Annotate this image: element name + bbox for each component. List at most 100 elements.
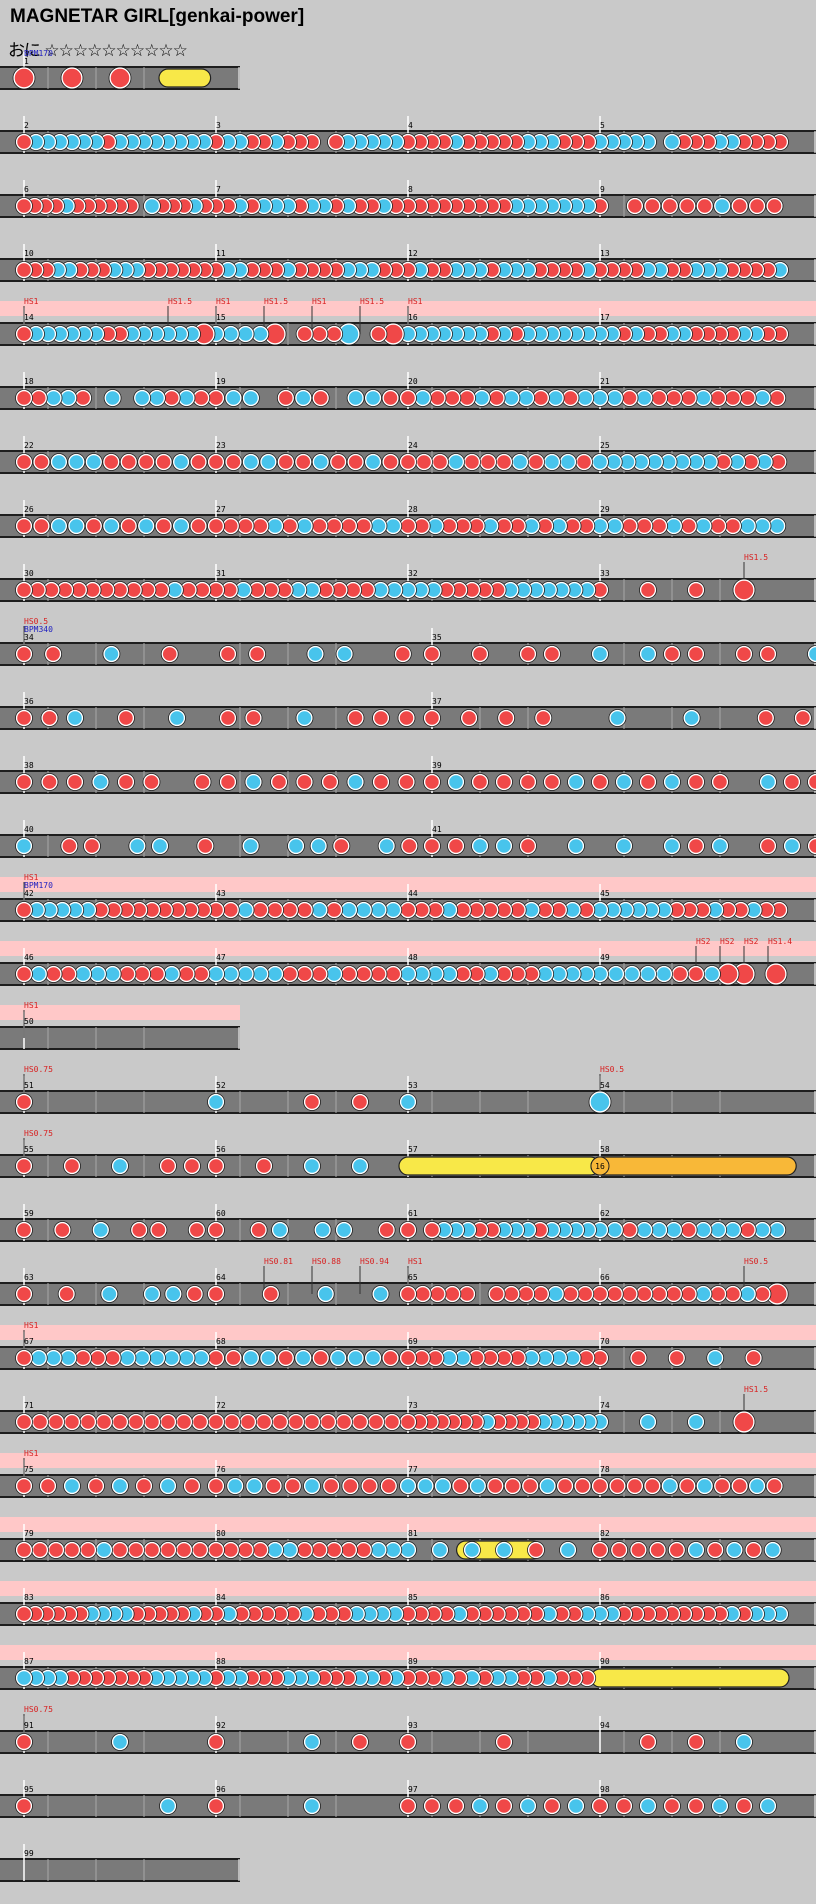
don-note (207, 389, 225, 407)
ka-note (242, 837, 259, 855)
chart-row: 6 7 8 9 (0, 180, 816, 218)
ka-note (384, 1541, 402, 1559)
don-note (135, 1477, 153, 1495)
don-note (120, 517, 137, 535)
don-note (423, 837, 441, 855)
don-note (130, 1221, 148, 1239)
don-note (265, 1477, 282, 1495)
ka-note (222, 325, 240, 343)
measure-number: 82 (600, 1529, 610, 1538)
don-note (399, 517, 417, 535)
ka-note (567, 773, 585, 791)
ka-note (695, 517, 712, 535)
don-note (713, 1477, 731, 1495)
measure-number: 71 (24, 1401, 34, 1410)
measure-number: 34 (24, 633, 34, 642)
don-note (687, 1797, 705, 1815)
don-note (414, 1285, 432, 1303)
ka-note (351, 1157, 369, 1175)
don-note (471, 645, 489, 663)
don-note (111, 1541, 129, 1559)
measure-number: 96 (216, 1785, 226, 1794)
ka-note (447, 453, 465, 471)
don-note (15, 581, 33, 599)
don-note (610, 1541, 628, 1559)
ka-note (111, 1157, 129, 1175)
ka-note (754, 517, 771, 535)
don-note (33, 517, 50, 535)
ka-note (695, 389, 712, 407)
chart-row: 99 (0, 1844, 240, 1882)
ka-note (60, 389, 77, 407)
chart-row: 38 39 (0, 756, 816, 794)
don-note (303, 1413, 321, 1431)
measure-number: 6 (24, 185, 29, 194)
ka-note (242, 389, 260, 407)
measure-number: 25 (600, 441, 610, 450)
don-note (117, 709, 135, 727)
ka-note (340, 901, 358, 919)
don-note (119, 965, 136, 983)
ka-note (683, 709, 700, 727)
measure-number: 30 (24, 569, 34, 578)
measure-number: 60 (216, 1209, 226, 1218)
ka-note (559, 1541, 577, 1559)
measure-number: 65 (408, 1273, 418, 1282)
don-note (225, 1349, 242, 1367)
don-note (378, 1221, 395, 1239)
don-note (649, 1541, 666, 1559)
don-note (41, 773, 58, 791)
don-note (161, 645, 178, 663)
ka-note (101, 1285, 118, 1303)
don-note (351, 1093, 369, 1111)
ka-note (347, 389, 364, 407)
don-note (709, 389, 727, 407)
don-note (679, 197, 696, 215)
measure-number: 29 (600, 505, 610, 514)
ka-note (266, 517, 284, 535)
ka-note (623, 965, 641, 983)
don-note (296, 965, 313, 983)
measure-number: 85 (408, 1593, 418, 1602)
don-note (104, 1349, 121, 1367)
ka-note (665, 517, 683, 535)
don-note (495, 773, 513, 791)
don-note (45, 965, 62, 983)
don-note (495, 1733, 513, 1751)
don-note (15, 1157, 33, 1175)
ka-note (711, 837, 729, 855)
don-note (355, 965, 372, 983)
measure-number: 54 (600, 1081, 610, 1090)
don-note (706, 1541, 724, 1559)
don-note (687, 581, 705, 599)
measure-number: 91 (24, 1721, 34, 1730)
don-note (277, 1349, 295, 1367)
don-note (665, 389, 683, 407)
don-note (15, 517, 33, 535)
ka-note (567, 837, 585, 855)
ka-note (260, 1349, 277, 1367)
ka-note (615, 837, 633, 855)
ka-note (768, 517, 786, 535)
ka-note (45, 1349, 62, 1367)
scroll-annotation: HS1 (24, 297, 39, 306)
measure-number: 63 (24, 1273, 34, 1282)
ka-note (222, 965, 240, 983)
ka-note (329, 1349, 347, 1367)
scroll-annotation: HS0.5 (744, 1257, 768, 1266)
don-note (15, 1477, 33, 1495)
don-note (303, 1093, 321, 1111)
measure-number: 19 (216, 377, 226, 386)
don-note (83, 837, 101, 855)
don-note (281, 965, 299, 983)
ka-note (517, 389, 535, 407)
chart-row: 30 31 32 33 HS1.5 (0, 553, 816, 602)
measure-number: 3 (216, 121, 221, 130)
scroll-annotation: HS0.75 (24, 1129, 53, 1138)
scroll-annotation: HS0.5 (24, 617, 48, 626)
don-note (671, 965, 689, 983)
ka-note (399, 1477, 417, 1495)
don-note (679, 1477, 696, 1495)
don-note (127, 1413, 145, 1431)
